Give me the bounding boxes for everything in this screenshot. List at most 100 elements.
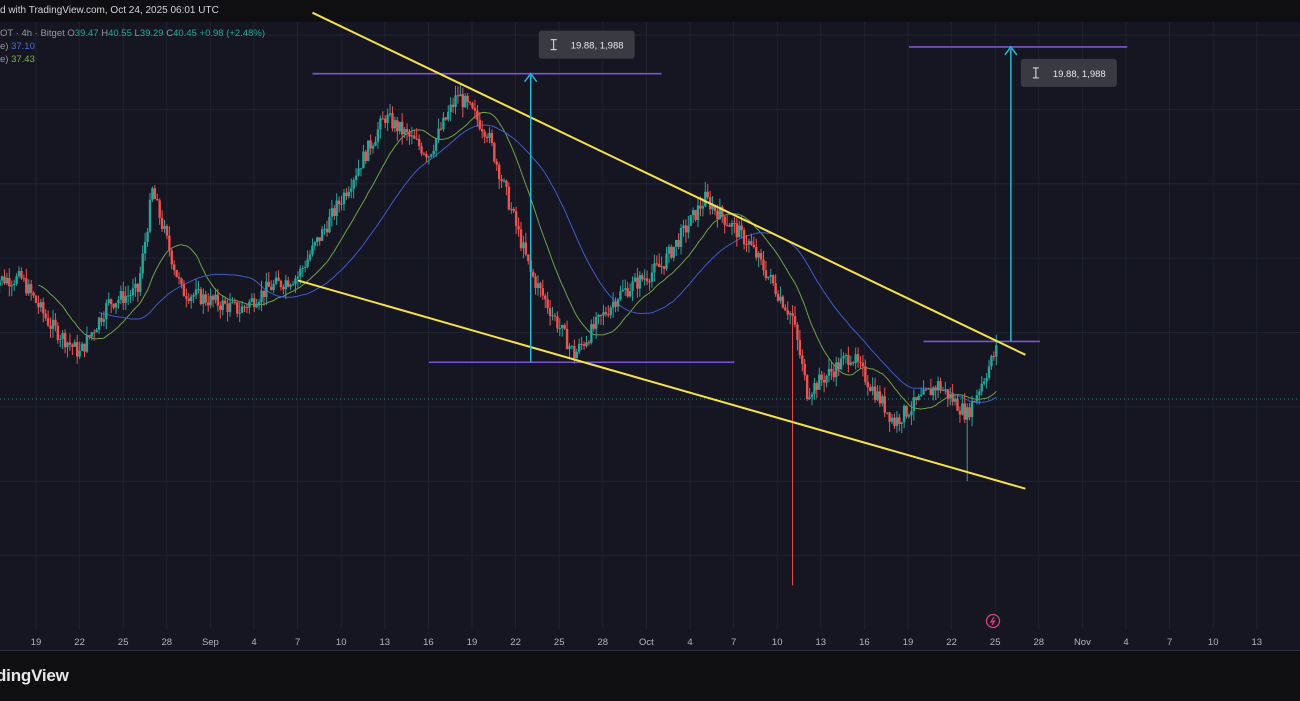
- candle-body: [54, 319, 57, 326]
- candle-body: [415, 138, 418, 140]
- candle-body: [253, 298, 256, 308]
- x-tick-label: 4: [687, 637, 692, 648]
- candle-body: [296, 276, 300, 279]
- candle-body: [733, 222, 736, 224]
- candle-body: [570, 346, 574, 348]
- candle-body: [447, 112, 450, 120]
- candle-body: [202, 294, 205, 305]
- candle-body: [847, 354, 850, 365]
- chart-area[interactable]: [0, 22, 1300, 650]
- candle-body: [466, 95, 469, 103]
- candle-body: [941, 389, 945, 391]
- candle-body: [730, 222, 734, 227]
- candle-body: [597, 314, 600, 318]
- candle-body: [665, 253, 668, 269]
- candle-body: [483, 131, 486, 137]
- candle-body: [968, 407, 971, 418]
- candle-body: [10, 285, 13, 287]
- candle-body: [337, 200, 341, 205]
- candle-body: [303, 267, 307, 269]
- price-chart[interactable]: 19.88, 1,988 19.88, 1,988 19 22 25 28 Sep 4 7 10…: [0, 0, 1300, 650]
- candle-body: [117, 299, 120, 303]
- x-tick-label: Oct: [639, 637, 654, 648]
- descending-channel[interactable]: [297, 11, 1026, 490]
- candle-body: [742, 230, 746, 245]
- candle-body: [885, 412, 889, 414]
- candle-body: [898, 417, 901, 424]
- candle-body: [759, 253, 763, 260]
- candle-body: [333, 208, 336, 216]
- candle-body: [160, 217, 164, 229]
- candle-body: [507, 186, 511, 210]
- candle-body: [301, 267, 304, 269]
- symbol-legend: OT · 4h · Bitget O39.47 H40.55 L39.29 C4…: [0, 27, 265, 66]
- candle-body: [888, 412, 891, 422]
- candle-body: [764, 270, 768, 279]
- candle-body: [146, 231, 149, 242]
- candle-body: [173, 264, 176, 271]
- candle-body: [139, 273, 142, 292]
- event-flash-bolt: [989, 616, 996, 626]
- x-tick-label: 13: [1252, 637, 1263, 648]
- measure-arrows[interactable]: 19.88, 1,988 19.88, 1,988: [524, 30, 1117, 629]
- candle-body: [342, 192, 346, 205]
- candle-body: [946, 389, 949, 399]
- candle-body: [687, 225, 690, 233]
- candle-body: [900, 422, 903, 424]
- candle-body: [39, 302, 43, 308]
- measure-arrow-head: [1004, 45, 1018, 56]
- x-tick-label: 7: [295, 637, 300, 648]
- candle-body: [735, 223, 739, 238]
- candle-body: [616, 299, 620, 307]
- candle-body: [830, 368, 833, 372]
- candle-body: [350, 188, 353, 192]
- candle-body: [553, 315, 557, 317]
- candle-body: [391, 113, 394, 129]
- candle-body: [961, 403, 964, 415]
- x-tick-label: 19: [903, 637, 914, 648]
- candle-body: [260, 290, 263, 303]
- candle-body: [776, 293, 780, 301]
- candle-body: [505, 180, 508, 187]
- candle-body: [497, 164, 501, 180]
- candle-body: [556, 316, 559, 329]
- candle-body: [842, 356, 845, 359]
- candle-body: [839, 358, 843, 370]
- x-tick-label: 25: [118, 637, 129, 648]
- x-tick-label: 25: [990, 637, 1001, 648]
- candle-body: [449, 104, 452, 113]
- candle-body: [619, 291, 622, 300]
- candle-body: [774, 283, 777, 294]
- candle-body: [628, 291, 632, 297]
- candle-body: [42, 302, 45, 314]
- candle-body: [592, 324, 595, 329]
- candle-body: [915, 397, 918, 400]
- candle-body: [517, 225, 520, 230]
- candle-body: [895, 417, 899, 426]
- candle-body: [369, 140, 372, 149]
- candle-body: [444, 117, 448, 120]
- candle-body: [335, 200, 338, 216]
- candle-body: [769, 275, 772, 277]
- candle-body: [240, 306, 244, 313]
- candle-body: [716, 210, 719, 220]
- candle-body: [594, 317, 598, 329]
- candle-body: [522, 242, 525, 249]
- candle-body: [379, 118, 382, 130]
- candle-body: [422, 153, 426, 155]
- candle-body: [539, 283, 542, 289]
- candle-body: [8, 277, 11, 287]
- candle-body: [471, 103, 474, 109]
- candle-body: [119, 291, 123, 300]
- candle-body: [808, 397, 811, 399]
- candle-body: [136, 283, 140, 292]
- candle-body: [995, 345, 998, 357]
- candle-body: [323, 228, 326, 230]
- candle-body: [679, 227, 683, 247]
- x-tick-label: 28: [162, 637, 173, 648]
- candle-body: [3, 276, 6, 284]
- candle-body: [585, 342, 588, 346]
- candle-body: [44, 313, 47, 319]
- candle-body: [711, 205, 714, 210]
- candle-body: [221, 300, 224, 310]
